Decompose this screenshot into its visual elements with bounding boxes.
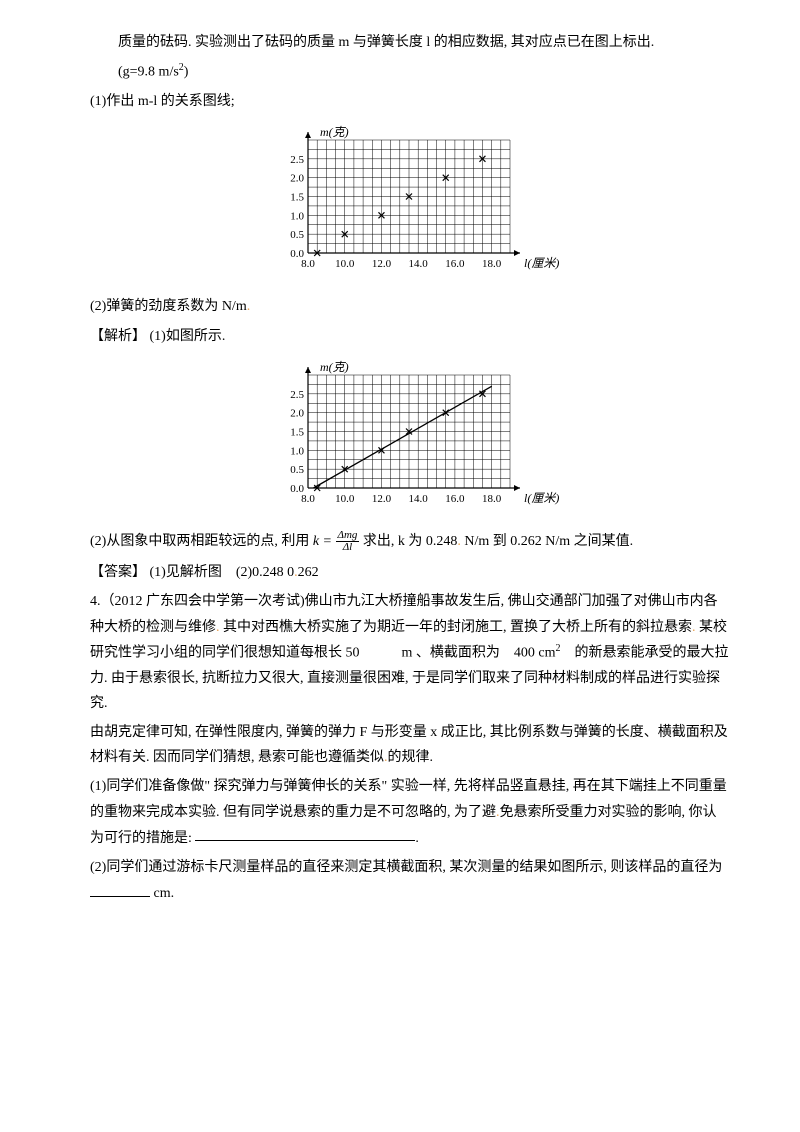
- intro-line1: 质量的砝码. 实验测出了砝码的质量 m 与弹簧长度 l 的相应数据, 其对应点已…: [90, 30, 730, 55]
- chart-1: 0.00.51.01.52.02.58.010.012.014.016.018.…: [260, 122, 560, 277]
- answer-text: (1)见解析图 (2)0.248 0: [150, 565, 295, 580]
- question-2: (2)弹簧的劲度系数为 N/m.: [90, 294, 730, 319]
- q2-text: (2)弹簧的劲度系数为 N/m: [90, 299, 247, 314]
- svg-text:1.0: 1.0: [290, 211, 304, 223]
- answer-text2: 262: [298, 565, 319, 580]
- g-value-prefix: (g=9.8 m/s: [118, 65, 179, 80]
- chart-2: 0.00.51.01.52.02.58.010.012.014.016.018.…: [260, 357, 560, 512]
- svg-text:8.0: 8.0: [301, 258, 315, 270]
- svg-text:1.0: 1.0: [290, 445, 304, 457]
- svg-text:8.0: 8.0: [301, 493, 315, 505]
- svg-text:2.0: 2.0: [290, 173, 304, 185]
- svg-text:1.5: 1.5: [290, 192, 304, 204]
- svg-text:l(厘米): l(厘米): [524, 491, 559, 505]
- dot-1: .: [247, 299, 251, 314]
- q4-p2b: 的规律.: [388, 750, 434, 765]
- q4-sub2-text: (2)同学们通过游标卡尺测量样品的直径来测定其横截面积, 某次测量的结果如图所示…: [90, 860, 722, 875]
- svg-text:18.0: 18.0: [482, 258, 502, 270]
- svg-text:14.0: 14.0: [409, 258, 429, 270]
- intro-line2: (g=9.8 m/s2): [90, 59, 730, 85]
- q4-p1b: 其中对西樵大桥实施了为期近一年的封闭施工, 置换了大桥上所有的斜拉悬索: [220, 620, 693, 635]
- svg-text:0.5: 0.5: [290, 229, 304, 241]
- svg-text:1.5: 1.5: [290, 426, 304, 438]
- question-1: (1)作出 m-l 的关系图线;: [90, 89, 730, 114]
- analysis-2-suffix: 求出, k 为 0.248: [363, 534, 458, 549]
- svg-text:10.0: 10.0: [335, 258, 355, 270]
- svg-text:16.0: 16.0: [445, 258, 465, 270]
- svg-text:12.0: 12.0: [372, 258, 392, 270]
- svg-text:10.0: 10.0: [335, 493, 355, 505]
- answer-label: 【答案】: [90, 565, 146, 580]
- q4-sub1: (1)同学们准备像做" 探究弹力与弹簧伸长的关系" 实验一样, 先将样品竖直悬挂…: [90, 774, 730, 850]
- svg-text:2.0: 2.0: [290, 407, 304, 419]
- g-value-suffix: ): [184, 65, 189, 80]
- blank-measures: [195, 825, 415, 842]
- q4-p2: 由胡克定律可知, 在弹性限度内, 弹簧的弹力 F 与形变量 x 成正比, 其比例…: [90, 720, 730, 770]
- analysis-2-prefix: (2)从图象中取两相距较远的点, 利用: [90, 534, 309, 549]
- svg-text:m(克): m(克): [320, 360, 349, 374]
- svg-text:18.0: 18.0: [482, 493, 502, 505]
- analysis-2: (2)从图象中取两相距较远的点, 利用 k = ΔmgΔl 求出, k 为 0.…: [90, 529, 730, 554]
- q4-sub2-unit: cm.: [150, 886, 174, 901]
- svg-text:0.5: 0.5: [290, 464, 304, 476]
- q4-sub2: (2)同学们通过游标卡尺测量样品的直径来测定其横截面积, 某次测量的结果如图所示…: [90, 855, 730, 906]
- svg-text:2.5: 2.5: [290, 389, 304, 401]
- svg-text:l(厘米): l(厘米): [524, 256, 559, 270]
- answer-line: 【答案】 (1)见解析图 (2)0.248 0.262: [90, 560, 730, 585]
- chart-1-container: 0.00.51.01.52.02.58.010.012.014.016.018.…: [90, 122, 730, 286]
- svg-text:2.5: 2.5: [290, 154, 304, 166]
- analysis-1-text: (1)如图所示.: [150, 329, 226, 344]
- blank-diameter: [90, 880, 150, 897]
- q4-body: 4.（2012 广东四会中学第一次考试)佛山市九江大桥撞船事故发生后, 佛山交通…: [90, 589, 730, 716]
- analysis-2-suffix2: N/m 到 0.262 N/m 之间某值.: [461, 534, 633, 549]
- svg-text:16.0: 16.0: [445, 493, 465, 505]
- analysis-label: 【解析】: [90, 329, 146, 344]
- chart-2-container: 0.00.51.01.52.02.58.010.012.014.016.018.…: [90, 357, 730, 521]
- svg-text:m(克): m(克): [320, 125, 349, 139]
- formula-k: k = ΔmgΔl: [313, 534, 363, 549]
- svg-text:14.0: 14.0: [409, 493, 429, 505]
- svg-text:12.0: 12.0: [372, 493, 392, 505]
- analysis-heading: 【解析】 (1)如图所示.: [90, 324, 730, 349]
